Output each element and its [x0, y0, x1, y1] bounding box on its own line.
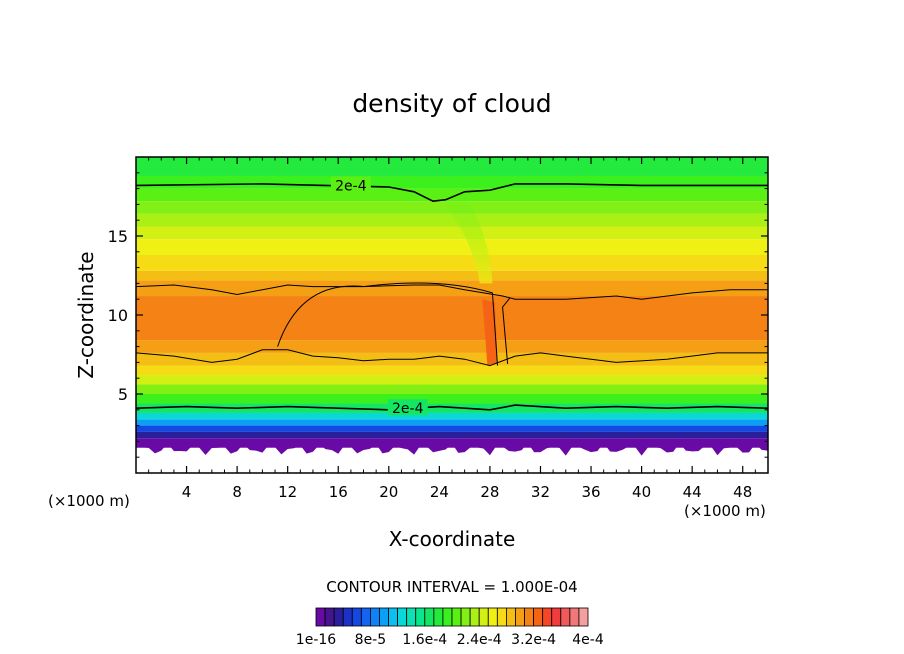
field-band-14 [136, 280, 768, 297]
contour-label-0: 2e-4 [335, 178, 367, 194]
contour-label-1: 2e-4 [392, 401, 424, 417]
colorbar-swatch [569, 607, 580, 627]
field-band-7 [136, 394, 768, 404]
x-tick-label: 40 [632, 483, 651, 501]
field-band-17 [136, 239, 768, 255]
x-tick-label: 44 [683, 483, 702, 501]
field-band-9 [136, 375, 768, 385]
x-tick-label: 36 [581, 483, 600, 501]
colorbar-swatch [333, 607, 344, 627]
colorbar-swatch [478, 607, 489, 627]
colorbar-swatch [342, 607, 353, 627]
field-band-13 [136, 296, 768, 341]
colorbar-swatch [560, 607, 571, 627]
field-band-10 [136, 365, 768, 376]
colorbar-swatch [433, 607, 444, 627]
colorbar-swatch [406, 607, 417, 627]
x-tick-label: 24 [430, 483, 449, 501]
field-band-11 [136, 352, 768, 366]
colorbar-swatch [487, 607, 498, 627]
field-band-19 [136, 213, 768, 227]
colorbar-swatch [469, 607, 480, 627]
colorbar-swatch [379, 607, 389, 627]
x-tick-label: 8 [232, 483, 242, 501]
colorbar [315, 607, 589, 627]
colorbar-swatch [524, 607, 534, 627]
field-band-23 [136, 157, 768, 176]
contour-label-bg-0 [330, 176, 371, 193]
field-band-16 [136, 254, 768, 271]
y-axis-label: Z-coordinate [74, 251, 98, 378]
contour-lower [136, 349, 768, 367]
x-axis-ticks: 4 8 12 16 20 24 28 32 36 40 44 48 [148, 157, 756, 501]
field-band-2 [136, 431, 768, 439]
x-tick-label: 32 [531, 483, 550, 501]
x-tick-label: 48 [733, 483, 752, 501]
contour-label-bg-1 [387, 399, 428, 416]
colorbar-swatch [505, 607, 516, 627]
contour-cloud-arc [277, 282, 499, 366]
colorbar-swatch [542, 607, 553, 627]
colorbar-swatch [315, 607, 326, 627]
colorbar-labels: 1e-16 8e-5 1.6e-4 2.4e-4 3.2e-4 4e-4 [296, 632, 604, 648]
colorbar-label: 8e-5 [355, 632, 386, 648]
density-field [136, 157, 768, 473]
x-tick-label: 4 [182, 483, 192, 501]
y-axis-ticks: 5 10 15 [108, 172, 768, 458]
x-tick-label: 12 [278, 483, 297, 501]
y-tick-label: 5 [118, 385, 128, 404]
field-band-8 [136, 384, 768, 394]
field-band-21 [136, 188, 768, 202]
contour-cloud-right-edge [502, 297, 511, 365]
colorbar-swatch [451, 607, 462, 627]
field-band-3 [136, 425, 768, 432]
chart-title: density of cloud [352, 89, 551, 118]
colorbar-swatch [442, 607, 453, 627]
field-band-15 [136, 270, 768, 281]
field-band-5 [136, 412, 768, 420]
contour-bottom_2e4 [136, 404, 768, 411]
contour-interval-text: CONTOUR INTERVAL = 1.000E-04 [326, 578, 577, 596]
colorbar-swatch [369, 607, 380, 627]
x-unit-left: (×1000 m) [48, 492, 130, 510]
colorbar-swatch [496, 607, 507, 627]
x-tick-label: 28 [480, 483, 499, 501]
colorbar-swatch [351, 607, 362, 627]
y-tick-label: 15 [108, 227, 128, 246]
colorbar-label: 3.2e-4 [511, 632, 556, 648]
field-band-18 [136, 226, 768, 240]
x-unit-right: (×1000 m) [684, 502, 766, 520]
updraft-tail [439, 194, 493, 284]
colorbar-swatch [397, 607, 408, 627]
field-band-0 [136, 447, 768, 473]
colorbar-swatch [578, 607, 589, 627]
colorbar-swatch [533, 607, 544, 627]
field-band-6 [136, 403, 768, 413]
x-axis-label: X-coordinate [389, 527, 516, 551]
colorbar-swatch [424, 607, 435, 627]
colorbar-swatch [460, 607, 471, 627]
colorbar-label: 4e-4 [572, 632, 604, 648]
x-tick-label: 20 [379, 483, 398, 501]
field-band-22 [136, 175, 768, 189]
colorbar-swatch [515, 607, 525, 627]
contour-labels: 2e-4 2e-4 [330, 176, 428, 417]
y-tick-label: 10 [108, 306, 128, 325]
field-band-12 [136, 340, 768, 353]
ragged-base [136, 441, 768, 456]
colorbar-swatch [415, 607, 426, 627]
colorbar-label: 2.4e-4 [457, 632, 502, 648]
colorbar-swatch [360, 607, 371, 627]
colorbar-swatch [551, 607, 562, 627]
contour-upper [136, 284, 768, 300]
colorbar-swatch [388, 607, 398, 627]
colorbar-label: 1e-16 [296, 632, 336, 648]
field-band-4 [136, 419, 768, 426]
colorbar-label: 1.6e-4 [402, 632, 447, 648]
x-tick-label: 16 [329, 483, 348, 501]
colorbar-swatch [324, 607, 335, 627]
